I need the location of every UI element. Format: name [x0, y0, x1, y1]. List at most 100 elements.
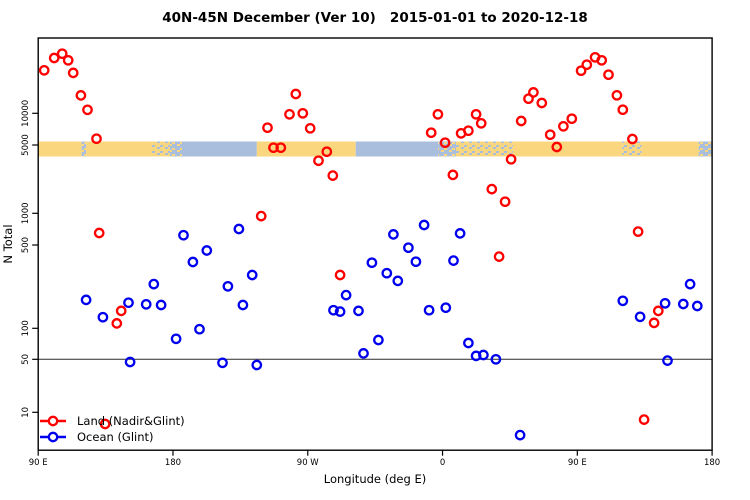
map-strip-segment-land	[641, 141, 699, 157]
ocean-data-point	[246, 269, 258, 281]
ocean-data-point	[80, 294, 92, 306]
land-data-point	[447, 169, 459, 181]
ocean-data-point	[410, 256, 422, 268]
ocean-data-point	[140, 298, 152, 310]
map-strip-segment-mixed-ocean	[169, 141, 182, 157]
ocean-data-point	[373, 334, 384, 346]
land-data-point	[486, 183, 498, 195]
ocean-data-point	[353, 305, 364, 317]
ocean-data-point	[448, 255, 459, 266]
ocean-data-point	[123, 297, 134, 309]
land-data-point	[439, 137, 451, 149]
y-tick-label: 50	[21, 354, 31, 365]
land-data-point	[56, 48, 68, 60]
y-tick-label: 1000	[21, 202, 31, 224]
x-tick-label: 0	[440, 458, 445, 468]
land-data-point	[575, 65, 587, 77]
land-data-point	[290, 88, 302, 100]
ocean-data-point	[328, 304, 339, 316]
ocean-data-point	[381, 267, 393, 279]
land-data-point	[581, 59, 593, 71]
land-data-point	[425, 127, 437, 139]
y-axis-title: N Total	[1, 224, 15, 263]
y-tick-label: 500	[21, 237, 31, 253]
ocean-data-point	[423, 304, 435, 316]
ocean-data-point	[251, 359, 263, 371]
x-tick-label: 90 E	[568, 458, 587, 468]
land-data-point	[652, 305, 664, 317]
ocean-data-point	[237, 299, 249, 311]
y-tick-label: 5000	[21, 134, 31, 156]
ocean-data-point	[490, 353, 502, 365]
land-data-point	[82, 104, 93, 116]
ocean-data-point	[201, 245, 213, 256]
land-data-point	[632, 226, 644, 237]
land-data-point	[255, 210, 267, 222]
land-data-point	[67, 67, 79, 79]
land-data-point	[617, 104, 629, 116]
ocean-data-point	[440, 302, 452, 314]
land-data-point	[321, 146, 333, 158]
land-data-point	[566, 113, 578, 125]
map-strip-segment-land	[86, 141, 153, 157]
ocean-data-point	[340, 289, 352, 301]
land-data-point	[93, 227, 105, 239]
land-data-point	[99, 418, 111, 430]
land-data-point	[91, 133, 102, 145]
ocean-data-point	[217, 357, 228, 369]
land-data-point	[515, 115, 527, 127]
land-data-point	[528, 87, 539, 98]
ocean-data-point	[97, 311, 109, 323]
map-strip-segment-mixed-land	[152, 141, 170, 157]
ocean-data-point	[659, 297, 671, 309]
ocean-data-point	[691, 300, 703, 312]
land-data-point	[470, 108, 482, 120]
map-strip-segment-mixed-land	[622, 141, 642, 157]
ocean-data-point	[358, 348, 369, 359]
land-data-point	[275, 142, 287, 154]
map-strip-segment-mixed-ocean	[81, 141, 87, 157]
land-data-point	[297, 107, 309, 119]
map-strip-segment-land	[512, 141, 623, 157]
y-tick-label: 100	[21, 320, 31, 336]
legend-label-ocean: Ocean (Glint)	[77, 430, 154, 444]
land-data-point	[284, 108, 295, 120]
ocean-data-point	[514, 429, 526, 441]
ocean-data-point	[403, 242, 414, 254]
land-data-point	[551, 141, 563, 153]
land-data-point	[558, 120, 569, 132]
ocean-data-point	[684, 278, 696, 290]
land-data-point	[48, 52, 60, 64]
land-data-point	[596, 54, 608, 66]
ocean-data-point	[155, 299, 167, 311]
land-data-point	[493, 251, 505, 262]
x-tick-label: 180	[165, 458, 181, 468]
y-tick-label: 10	[21, 407, 31, 418]
plot-border	[37, 37, 713, 451]
ocean-data-point	[418, 219, 430, 231]
legend-marker-land	[47, 415, 59, 427]
chart-title: 40N-45N December (Ver 10) 2015-01-01 to …	[162, 10, 588, 26]
land-data-point	[638, 414, 650, 425]
ocean-data-point	[634, 311, 646, 323]
land-data-point	[62, 54, 74, 66]
land-data-point	[115, 305, 127, 317]
land-data-point	[505, 153, 517, 165]
ocean-data-point	[478, 349, 489, 361]
ocean-data-point	[222, 280, 234, 292]
land-data-point	[463, 125, 474, 137]
map-strip-segment-ocean	[355, 141, 439, 157]
land-data-point	[262, 122, 273, 134]
ocean-data-point	[392, 275, 404, 287]
ocean-data-point	[124, 356, 136, 368]
x-tick-label: 90 W	[297, 458, 320, 468]
ocean-data-point	[187, 256, 199, 268]
land-data-point	[536, 97, 548, 109]
legend-label-land: Land (Nadir&Glint)	[77, 414, 185, 428]
land-data-point	[499, 196, 511, 208]
x-axis-title: Longitude (deg E)	[324, 472, 426, 486]
land-data-point	[75, 90, 87, 101]
legend-marker-ocean	[47, 431, 59, 443]
